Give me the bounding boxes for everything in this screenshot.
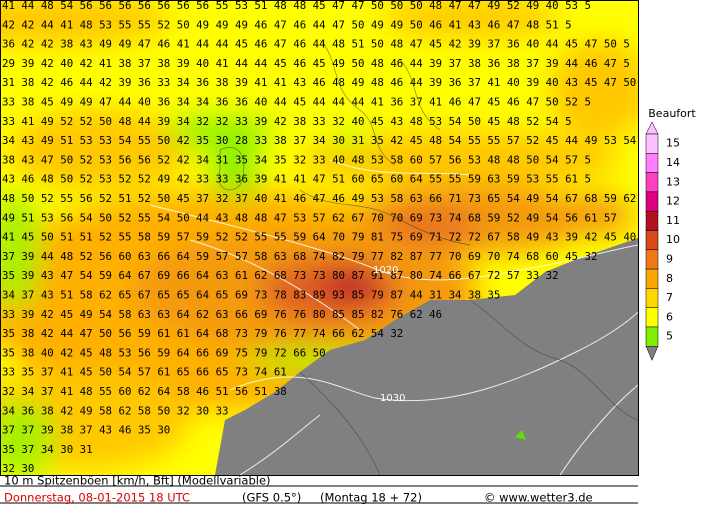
- model: (GFS 0.5°): [242, 491, 301, 505]
- gust-row: 33 38 45 49 49 47 44 40 36 34 34 36 36 4…: [2, 96, 591, 109]
- gust-row: 49 51 53 56 54 50 52 55 54 50 44 43 48 4…: [2, 211, 617, 224]
- legend-label: 14: [666, 156, 680, 169]
- legend-label: 12: [666, 195, 680, 208]
- legend-swatch: [645, 172, 659, 193]
- gust-row: 35 39 43 47 54 59 64 67 69 66 64 63 61 6…: [2, 269, 559, 282]
- legend-label: 15: [666, 137, 680, 150]
- gust-row: 37 37 39 38 37 43 46 35 30: [2, 424, 170, 437]
- legend-swatch: [645, 249, 659, 270]
- gust-row: 33 39 42 45 49 54 58 63 63 64 62 63 66 6…: [2, 308, 442, 321]
- legend-label: 11: [666, 214, 680, 227]
- legend-arrow-bottom: [645, 346, 659, 361]
- credit: © www.wetter3.de: [484, 491, 593, 505]
- gust-row: 35 37 34 30 31: [2, 443, 93, 456]
- gust-row: 35 38 40 42 45 48 53 56 59 64 66 69 75 7…: [2, 346, 326, 359]
- gust-row: 34 43 49 51 53 53 54 55 50 42 35 30 28 3…: [2, 134, 649, 147]
- gust-row: 34 36 38 42 49 58 62 58 50 32 30 33: [2, 404, 229, 417]
- gust-row: 48 50 52 55 56 52 51 52 50 45 37 32 37 4…: [2, 192, 649, 205]
- gust-row: 33 41 49 52 52 50 48 44 39 34 32 32 33 3…: [2, 115, 572, 128]
- legend-label: 10: [666, 233, 680, 246]
- gust-row: 29 39 42 40 42 41 38 37 38 39 40 41 44 4…: [2, 57, 630, 70]
- legend-swatch: [645, 210, 659, 231]
- gust-row: 41 45 50 51 51 52 55 58 59 57 59 52 52 5…: [2, 231, 636, 244]
- legend-label: 9: [666, 252, 673, 265]
- gust-row: 43 46 48 50 52 53 52 52 49 42 33 33 36 3…: [2, 173, 591, 186]
- legend-label: 5: [666, 330, 673, 343]
- legend-label: 7: [666, 291, 673, 304]
- gust-row: 36 42 42 38 43 49 49 47 46 41 44 44 45 4…: [2, 38, 630, 51]
- date: Donnerstag, 08-01-2015 18 UTC: [4, 491, 190, 505]
- gust-row: 41 44 48 54 56 56 56 56 56 56 56 55 53 5…: [2, 0, 591, 12]
- legend-label: 6: [666, 310, 673, 323]
- field: 41 44 48 54 56 56 56 56 56 56 56 55 53 5…: [0, 0, 649, 475]
- legend-swatch: [645, 268, 659, 289]
- gust-row: 35 38 42 44 47 50 56 59 61 61 64 68 73 7…: [2, 327, 403, 340]
- legend-swatch: [645, 307, 659, 328]
- gust-grid: 41 44 48 54 56 56 56 56 56 56 56 55 53 5…: [2, 0, 649, 475]
- caption: 10 m Spitzenböen [km/h, Bft] (Modellvari…: [4, 474, 271, 488]
- map-frame: [0, 0, 639, 476]
- gust-row: 32 30: [2, 462, 34, 475]
- gust-row: 31 38 42 46 44 42 39 36 33 34 36 38 39 4…: [2, 76, 649, 89]
- gust-row: 42 42 44 41 48 53 55 55 52 50 49 49 49 4…: [2, 18, 572, 31]
- legend-label: 8: [666, 272, 673, 285]
- legend-swatch: [645, 191, 659, 212]
- gust-row: 34 37 43 51 58 62 65 67 65 65 64 65 69 7…: [2, 289, 500, 302]
- isobar-label: 1020: [373, 265, 398, 276]
- legend-title: Beaufort: [648, 107, 696, 120]
- legend-swatch: [645, 326, 659, 347]
- legend-swatch: [645, 230, 659, 251]
- legend-swatch: [645, 288, 659, 308]
- legend-swatch: [645, 153, 659, 173]
- gust-row: 32 34 37 41 48 55 60 62 64 58 46 51 56 5…: [2, 385, 287, 398]
- legend-arrow-top: [645, 121, 659, 135]
- gust-row: 37 39 44 48 52 56 60 63 66 64 59 57 57 5…: [2, 250, 597, 263]
- gust-row: 33 35 37 41 45 50 54 57 61 65 66 65 73 7…: [2, 366, 287, 379]
- run: (Montag 18 + 72): [320, 491, 422, 505]
- legend-label: 13: [666, 175, 680, 188]
- legend-swatch: [645, 133, 659, 154]
- legend: 15 14 13 12 11 10 9 8 7 6 5: [645, 121, 680, 361]
- gust-row: 38 43 47 50 52 53 56 56 52 42 34 31 35 3…: [2, 153, 591, 166]
- isobar-label: 1030: [380, 393, 405, 404]
